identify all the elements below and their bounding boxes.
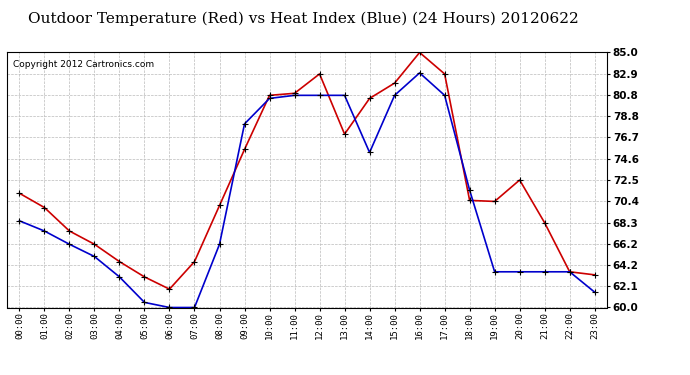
- Text: Copyright 2012 Cartronics.com: Copyright 2012 Cartronics.com: [13, 60, 154, 69]
- Text: Outdoor Temperature (Red) vs Heat Index (Blue) (24 Hours) 20120622: Outdoor Temperature (Red) vs Heat Index …: [28, 11, 579, 26]
